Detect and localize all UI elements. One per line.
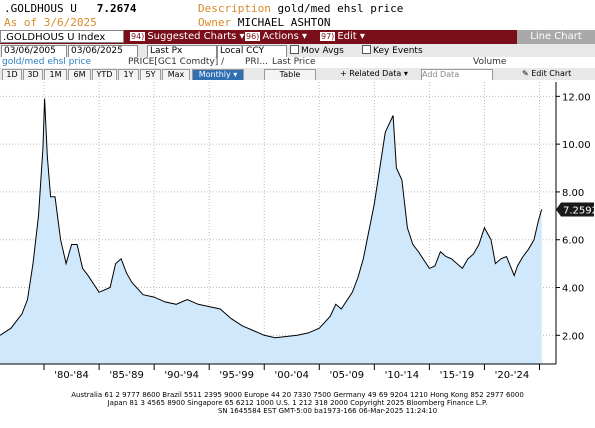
y-tick-label: 8.00 [562, 188, 584, 199]
suggested-charts-label: Suggested Charts [147, 31, 237, 42]
x-tick-label: '00-'04 [274, 370, 309, 381]
owner-label: Owner [198, 16, 232, 29]
legend-volume: Volume [473, 57, 507, 67]
footer-line-3: SN 1645584 EST GMT-5:00 ba1973-166 06-Ma… [217, 407, 438, 415]
price-chart: 2.00 4.00 6.00 8.00 10.00 12.00 '80-'84 '85-'89… [0, 82, 595, 381]
x-tick-label: '20-'24 [495, 370, 530, 381]
frequency-label: Monthly [198, 70, 231, 79]
x-tick-label: '80-'84 [54, 370, 89, 381]
owner-value: MICHAEL ASHTON [237, 16, 331, 29]
y-tick-label: 10.00 [562, 140, 591, 151]
checkbox-icon [290, 45, 299, 54]
period-button[interactable]: Max [162, 69, 190, 81]
period-button[interactable]: 1D [2, 69, 22, 81]
legend-series-2: PRICE[GC1 Comdty] / [128, 57, 225, 67]
y-tick-label: 2.00 [562, 331, 584, 342]
checkbox-icon [362, 45, 371, 54]
owner-line: Owner MICHAEL ASHTON [198, 16, 330, 29]
chevron-down-icon: ▾ [359, 31, 365, 42]
x-tick-label: '10-'14 [385, 370, 420, 381]
y-tick-label: 4.00 [562, 284, 584, 295]
last-value: 7.2674 [96, 2, 137, 15]
description-value: gold/med ehsl price [277, 2, 404, 15]
x-tick-label: '90-'94 [164, 370, 199, 381]
chart-area: 2.00 4.00 6.00 8.00 10.00 12.00 '80-'84 '85-'89… [0, 80, 595, 428]
chart-type-label[interactable]: Line Chart [517, 30, 595, 44]
edit-label: Edit [337, 31, 357, 42]
last-value-label: 7.2592 [563, 205, 595, 216]
related-data-button[interactable]: + Related Data ▾ [340, 69, 408, 78]
command-bar [0, 30, 595, 44]
security-header: .GOLDHOUS U 7.2674 As of 3/6/2025 Descri… [0, 0, 595, 30]
actions-number: 96) [245, 32, 261, 41]
x-tick-label: '05-'09 [330, 370, 365, 381]
as-of-line: As of 3/6/2025 [4, 16, 97, 29]
actions-label: Actions [262, 31, 299, 42]
ticker: .GOLDHOUS U [4, 2, 77, 15]
add-data-label: Add Data [422, 70, 460, 79]
period-button[interactable]: YTD [92, 69, 117, 81]
key-events-label: Key Events [373, 46, 423, 56]
table-label: Table [279, 70, 301, 79]
edit-chart-button[interactable]: ✎ Edit Chart [522, 69, 572, 78]
legend-series-3: PRI... [245, 57, 268, 67]
mov-avgs-toggle[interactable]: Mov Avgs [290, 45, 344, 57]
as-of-date: 3/6/2025 [43, 16, 97, 29]
y-tick-label: 6.00 [562, 236, 584, 247]
description-label: Description [198, 2, 271, 15]
x-tick-label: '95-'99 [219, 370, 254, 381]
suggested-charts-button[interactable]: 94) Suggested Charts ▾ [130, 30, 245, 44]
chevron-down-icon: ▾ [239, 31, 245, 42]
series-line [0, 98, 543, 339]
as-of-label: As of [4, 16, 38, 29]
footer-line-2: Japan 81 3 4565 8900 Singapore 65 6212 1… [107, 399, 488, 407]
edit-chart-label: Edit Chart [531, 69, 572, 78]
mov-avgs-label: Mov Avgs [301, 46, 344, 56]
series-area [0, 98, 542, 364]
index-field[interactable]: .GOLDHOUS U Index [0, 30, 124, 43]
legend-series-1: gold/med ehsl price [2, 57, 92, 67]
actions-button[interactable]: 96) Actions ▾ [245, 30, 307, 44]
chevron-down-icon: ▾ [302, 31, 308, 42]
ticker-line: .GOLDHOUS U 7.2674 [4, 2, 136, 15]
y-tick-label: 12.00 [562, 92, 591, 103]
legend-series-4: Last Price [272, 57, 316, 67]
edit-button[interactable]: 97) Edit ▾ [320, 30, 365, 44]
legend-row: gold/med ehsl price PRICE[GC1 Comdty] / … [0, 57, 595, 68]
suggested-charts-number: 94) [130, 32, 146, 41]
x-tick-label: '15-'19 [440, 370, 475, 381]
key-events-toggle[interactable]: Key Events [362, 45, 423, 57]
edit-number: 97) [320, 32, 336, 41]
description-line: Description gold/med ehsl price [198, 2, 403, 15]
related-data-label: Related Data [349, 69, 402, 78]
footer-line-1: Australia 61 2 9777 8600 Brazil 5511 239… [71, 391, 524, 399]
last-value-marker [556, 202, 594, 217]
x-tick-label: '85-'89 [109, 370, 144, 381]
